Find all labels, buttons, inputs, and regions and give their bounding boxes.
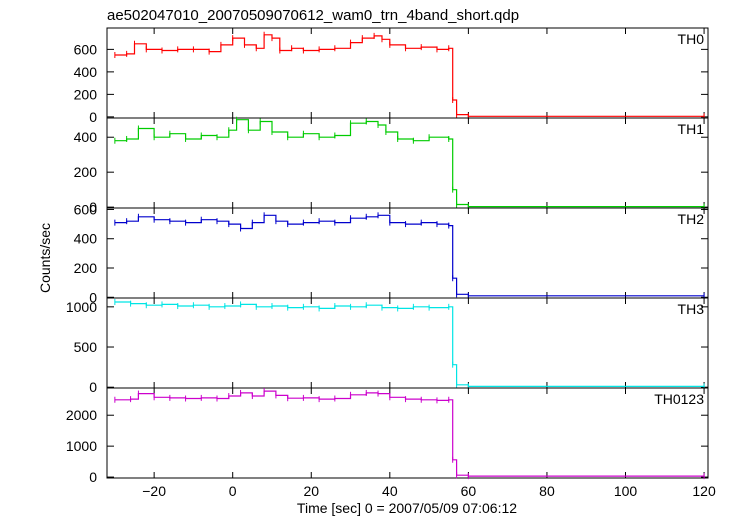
y-tick-label-th2: 200 [74,260,98,276]
x-tick-label: 60 [461,483,477,499]
x-tick-label: 100 [614,483,638,499]
x-tick-label: −20 [142,483,166,499]
y-tick-label-th2: 600 [74,201,98,217]
y-tick-label-th3: 0 [89,379,97,395]
panel-label-th0123: TH0123 [654,391,704,407]
y-tick-label-th1: 200 [74,164,98,180]
panels-layer: 0200400600TH00200400TH10200400600TH20500… [66,27,716,499]
x-axis-label: Time [sec] 0 = 2007/05/09 07:06:12 [297,500,517,516]
y-tick-label-th0: 200 [74,86,98,102]
x-tick-label: 0 [229,483,237,499]
series-line-th2 [114,214,705,297]
y-tick-label-th0: 400 [74,64,98,80]
x-tick-label: 120 [692,483,716,499]
panel-frame-th0 [106,27,709,119]
y-tick-label-th2: 0 [89,289,97,305]
y-axis-label: Counts/sec [37,223,53,293]
panel-frame-th3 [106,297,709,389]
y-tick-label-th0: 0 [89,109,97,125]
series-line-th0 [114,34,705,117]
y-tick-label-th0: 600 [74,41,98,57]
series-line-th1 [114,119,705,208]
y-tick-label-th0123: 0 [89,469,97,485]
panel-frame-th0123 [106,387,709,479]
series-line-th0123 [114,390,705,477]
y-tick-label-th1: 400 [74,129,98,145]
panel-label-th2: TH2 [678,211,705,227]
x-tick-label: 80 [539,483,555,499]
chart-title: ae502047010_20070509070612_wam0_trn_4ban… [107,7,519,24]
series-line-th3 [114,301,705,387]
y-tick-label-th0123: 1000 [66,438,97,454]
panel-frame-th1 [106,117,709,209]
panel-label-th3: TH3 [678,301,705,317]
y-tick-label-th1: 0 [89,199,97,215]
panel-frame-th2 [106,207,709,299]
y-tick-label-th2: 400 [74,231,98,247]
x-tick-label: 40 [382,483,398,499]
panel-label-th0: TH0 [678,31,705,47]
y-tick-label-th3: 1000 [66,299,97,315]
x-tick-label: 20 [303,483,319,499]
y-tick-label-th3: 500 [74,339,98,355]
panel-label-th1: TH1 [678,121,705,137]
y-tick-label-th0123: 2000 [66,407,97,423]
